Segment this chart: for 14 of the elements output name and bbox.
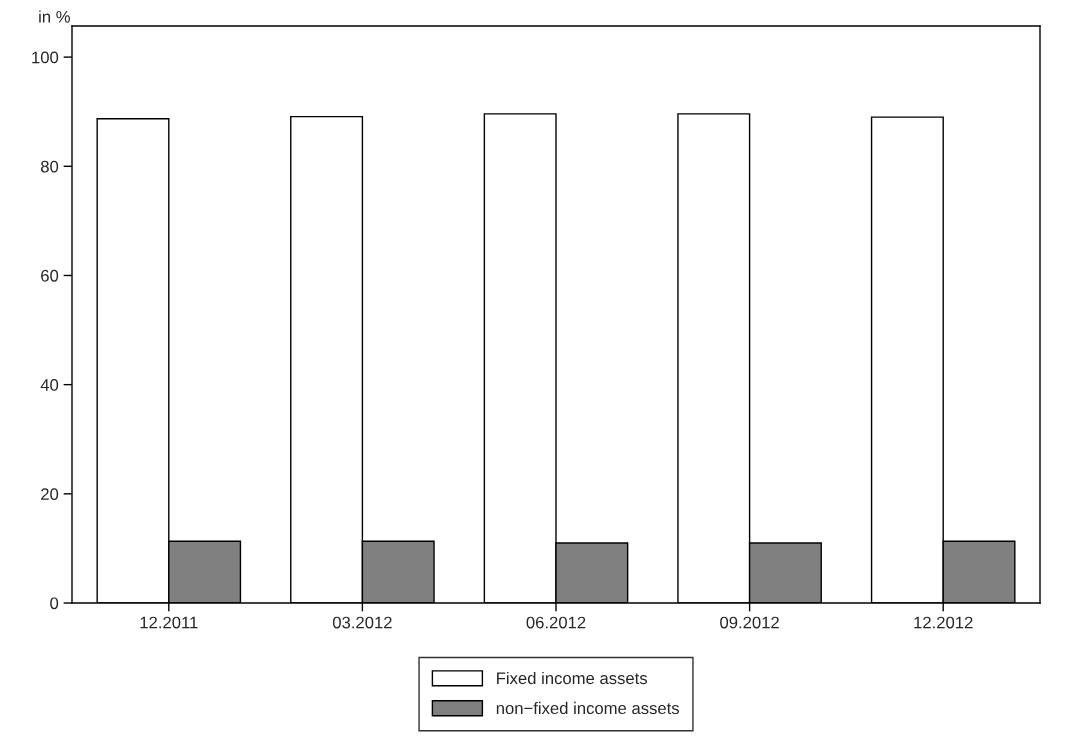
legend-label: non−fixed income assets <box>496 701 680 715</box>
x-tick-label: 03.2012 <box>332 616 392 629</box>
y-tick-label: 60 <box>41 269 59 282</box>
y-tick-label: 80 <box>40 160 59 173</box>
x-tick-label: 12.2011 <box>140 616 198 629</box>
y-tick-label: 40 <box>40 379 59 391</box>
x-tick-label: 12.2012 <box>914 616 973 629</box>
y-tick-label: 0 <box>50 597 59 610</box>
y-tick-label: 20 <box>41 488 59 501</box>
legend-label: Fixed income assets <box>497 671 648 685</box>
y-tick-label: 100 <box>32 51 59 64</box>
x-tick-label: 09.2012 <box>720 616 779 629</box>
y-axis-title: in % <box>39 10 70 23</box>
x-tick-label: 06.2012 <box>526 616 586 629</box>
